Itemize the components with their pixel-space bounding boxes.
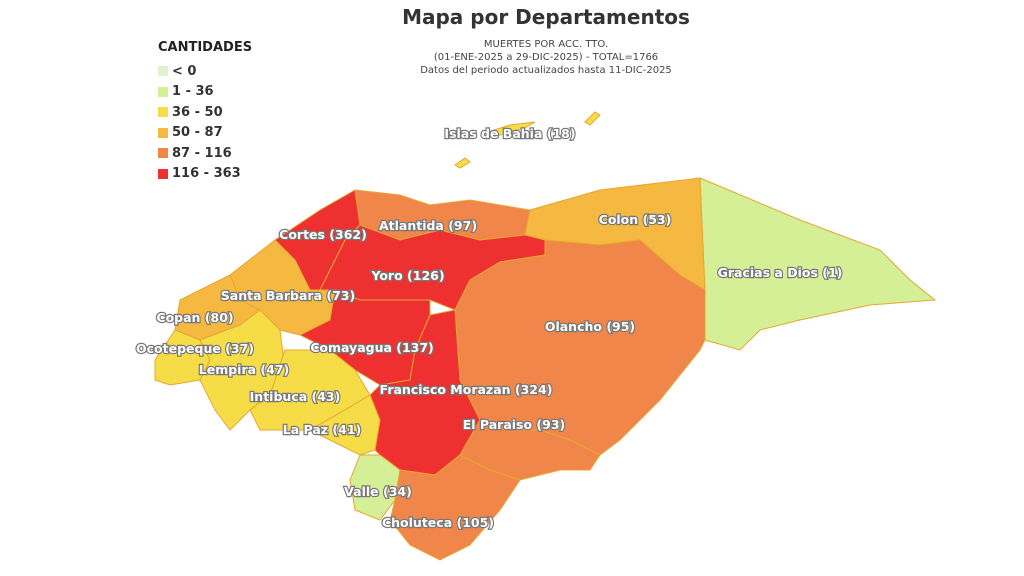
department-label-choluteca: Choluteca (105) [382,515,494,530]
department-label-francisco-morazan: Francisco Morazan (324) [380,382,553,397]
department-islas-de-bahia[interactable] [584,111,601,126]
subtitle-line: MUERTES POR ACC. TTO. [483,39,609,50]
map-subtitle: MUERTES POR ACC. TTO. (01-ENE-2025 a 29-… [0,38,1024,77]
legend-item[interactable]: 116 - 363 [158,164,252,185]
legend-swatch [158,107,168,118]
department-label-colon: Colon (53) [599,212,672,227]
department-label-atlantida: Atlantida (97) [379,218,477,233]
legend-item[interactable]: 50 - 87 [158,123,252,144]
department-choluteca[interactable] [389,454,521,561]
legend: CANTIDADES < 0 1 - 36 36 - 50 50 - 87 87 - 1… [158,40,252,184]
department-label-gracias-a-dios: Gracias a Dios (1) [718,265,843,280]
department-label-valle: Valle (34) [344,484,412,499]
department-label-comayagua: Comayagua (137) [310,340,434,355]
department-label-yoro: Yoro (126) [370,268,444,283]
legend-item[interactable]: 36 - 50 [158,102,252,123]
legend-label: 116 - 363 [172,166,241,182]
legend-title: CANTIDADES [158,40,253,55]
department-valle[interactable] [349,454,401,521]
legend-swatch [158,168,168,179]
department-label-cortes: Cortes (362) [279,227,367,242]
subtitle-line: (01-ENE-2025 a 29-DIC-2025) - TOTAL=1766 [433,52,659,63]
legend-swatch [158,66,168,77]
department-la-paz[interactable] [308,394,381,456]
legend-item[interactable]: < 0 [158,61,252,82]
subtitle-line: Datos del periodo actualizados hasta 11-… [420,65,672,76]
department-label-intibuca: Intibuca (43) [250,389,341,404]
department-label-ocotepeque: Ocotepeque (37) [136,341,254,356]
department-islas-de-bahia[interactable] [484,121,536,136]
legend-label: 87 - 116 [172,145,232,161]
department-label-lempira: Lempira (47) [199,362,289,377]
department-label-santa-barbara: Santa Barbara (73) [221,288,355,303]
department-islas-de-bahia[interactable] [454,157,471,169]
legend-label: 36 - 50 [172,104,223,120]
legend-swatch [158,86,168,97]
department-label-copan: Copan (80) [156,310,233,325]
legend-swatch [158,127,168,138]
legend-item[interactable]: 87 - 116 [158,143,252,164]
legend-item[interactable]: 1 - 36 [158,82,252,103]
legend-label: < 0 [172,63,197,79]
department-label-la-paz: La Paz (41) [283,422,361,437]
department-label-islas-de-bahia: Islas de Bahia (18) [444,126,575,141]
department-label-el-paraiso: El Paraiso (93) [463,417,566,432]
department-label-olancho: Olancho (95) [545,319,635,334]
legend-swatch [158,148,168,159]
legend-label: 1 - 36 [172,84,214,100]
department-gracias-a-dios[interactable] [699,177,937,351]
map-title: Mapa por Departamentos [402,5,690,29]
legend-label: 50 - 87 [172,125,223,141]
